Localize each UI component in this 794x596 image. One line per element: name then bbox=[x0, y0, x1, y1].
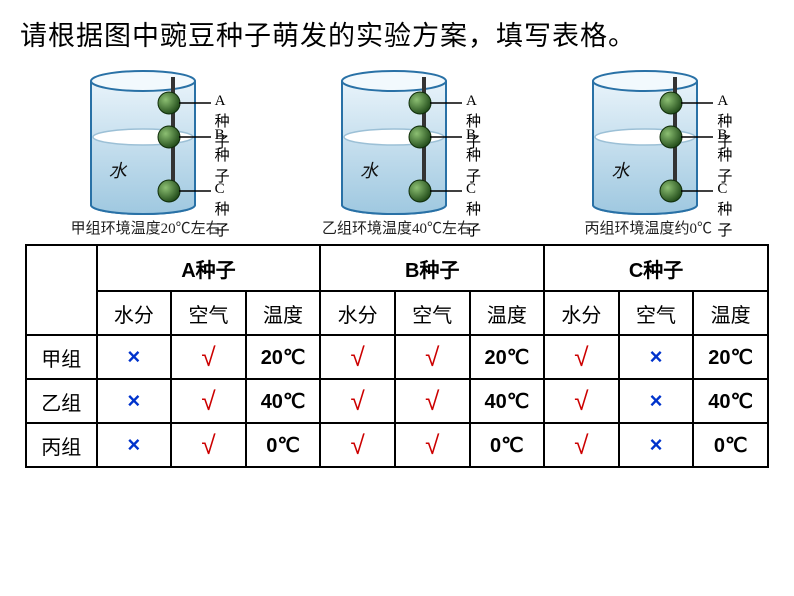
page-title: 请根据图中豌豆种子萌发的实验方案，填写表格。 bbox=[20, 14, 774, 53]
table-cell: √ bbox=[171, 379, 246, 423]
seed-c-label-1: C种子 bbox=[215, 181, 230, 240]
beaker-group-1: 水 A种子 B种子 C种子 甲组环境温度20℃左右 bbox=[31, 65, 261, 238]
table-cell: × bbox=[619, 379, 694, 423]
table-cell: √ bbox=[320, 335, 395, 379]
table-cell: √ bbox=[395, 335, 470, 379]
sub-header: 水分 bbox=[97, 291, 172, 335]
sub-header: 水分 bbox=[320, 291, 395, 335]
sub-header: 空气 bbox=[619, 291, 694, 335]
table-cell: √ bbox=[171, 335, 246, 379]
sub-header: 空气 bbox=[171, 291, 246, 335]
beaker-caption-1: 甲组环境温度20℃左右 bbox=[71, 217, 221, 238]
table-cell: × bbox=[619, 335, 694, 379]
col-header-a: A种子 bbox=[97, 245, 321, 291]
table-cell: × bbox=[97, 335, 172, 379]
sub-header: 温度 bbox=[470, 291, 545, 335]
row-label: 甲组 bbox=[26, 335, 97, 379]
beaker-group-2: 水 A种子 B种子 C种子 乙组环境温度40℃左右 bbox=[282, 65, 512, 238]
beakers-row: 水 A种子 B种子 C种子 甲组环境温度20℃左右 水 A种子 bbox=[20, 65, 774, 238]
seed-b-label-1: B种子 bbox=[215, 127, 230, 186]
col-header-c: C种子 bbox=[544, 245, 768, 291]
col-header-b: B种子 bbox=[320, 245, 544, 291]
table-cell: × bbox=[619, 423, 694, 467]
table-cell: 0℃ bbox=[470, 423, 545, 467]
table-cell: √ bbox=[544, 335, 619, 379]
table-cell: 20℃ bbox=[470, 335, 545, 379]
table-cell: 40℃ bbox=[470, 379, 545, 423]
table-cell: √ bbox=[320, 379, 395, 423]
table-cell: 40℃ bbox=[693, 379, 768, 423]
seed-b-label-2: B种子 bbox=[466, 127, 481, 186]
row-label: 乙组 bbox=[26, 379, 97, 423]
sub-header: 空气 bbox=[395, 291, 470, 335]
beaker-diagram-1 bbox=[81, 65, 211, 215]
table-cell: 40℃ bbox=[246, 379, 321, 423]
table-cell: √ bbox=[171, 423, 246, 467]
table-cell: √ bbox=[544, 379, 619, 423]
water-label-2: 水 bbox=[360, 157, 378, 183]
beaker-caption-2: 乙组环境温度40℃左右 bbox=[322, 217, 472, 238]
seed-c-label-3: C种子 bbox=[717, 181, 732, 240]
table-cell: 0℃ bbox=[693, 423, 768, 467]
row-label: 丙组 bbox=[26, 423, 97, 467]
table-cell: 0℃ bbox=[246, 423, 321, 467]
sub-header: 水分 bbox=[544, 291, 619, 335]
beaker-caption-3: 丙组环境温度约0℃ bbox=[585, 217, 713, 238]
seed-b-label-3: B种子 bbox=[717, 127, 732, 186]
sub-header: 温度 bbox=[693, 291, 768, 335]
table-cell: 20℃ bbox=[246, 335, 321, 379]
table-cell: √ bbox=[395, 423, 470, 467]
table-cell: × bbox=[97, 423, 172, 467]
table-cell: √ bbox=[320, 423, 395, 467]
seed-c-label-2: C种子 bbox=[466, 181, 481, 240]
table-cell: 20℃ bbox=[693, 335, 768, 379]
beaker-diagram-3 bbox=[583, 65, 713, 215]
water-label-3: 水 bbox=[611, 157, 629, 183]
table-cell: × bbox=[97, 379, 172, 423]
water-label-1: 水 bbox=[109, 157, 127, 183]
data-table: A种子 B种子 C种子 水分空气温度水分空气温度水分空气温度 甲组×√20℃√√… bbox=[25, 244, 769, 468]
beaker-diagram-2 bbox=[332, 65, 462, 215]
table-cell: √ bbox=[395, 379, 470, 423]
beaker-group-3: 水 A种子 B种子 C种子 丙组环境温度约0℃ bbox=[533, 65, 763, 238]
table-cell: √ bbox=[544, 423, 619, 467]
sub-header: 温度 bbox=[246, 291, 321, 335]
